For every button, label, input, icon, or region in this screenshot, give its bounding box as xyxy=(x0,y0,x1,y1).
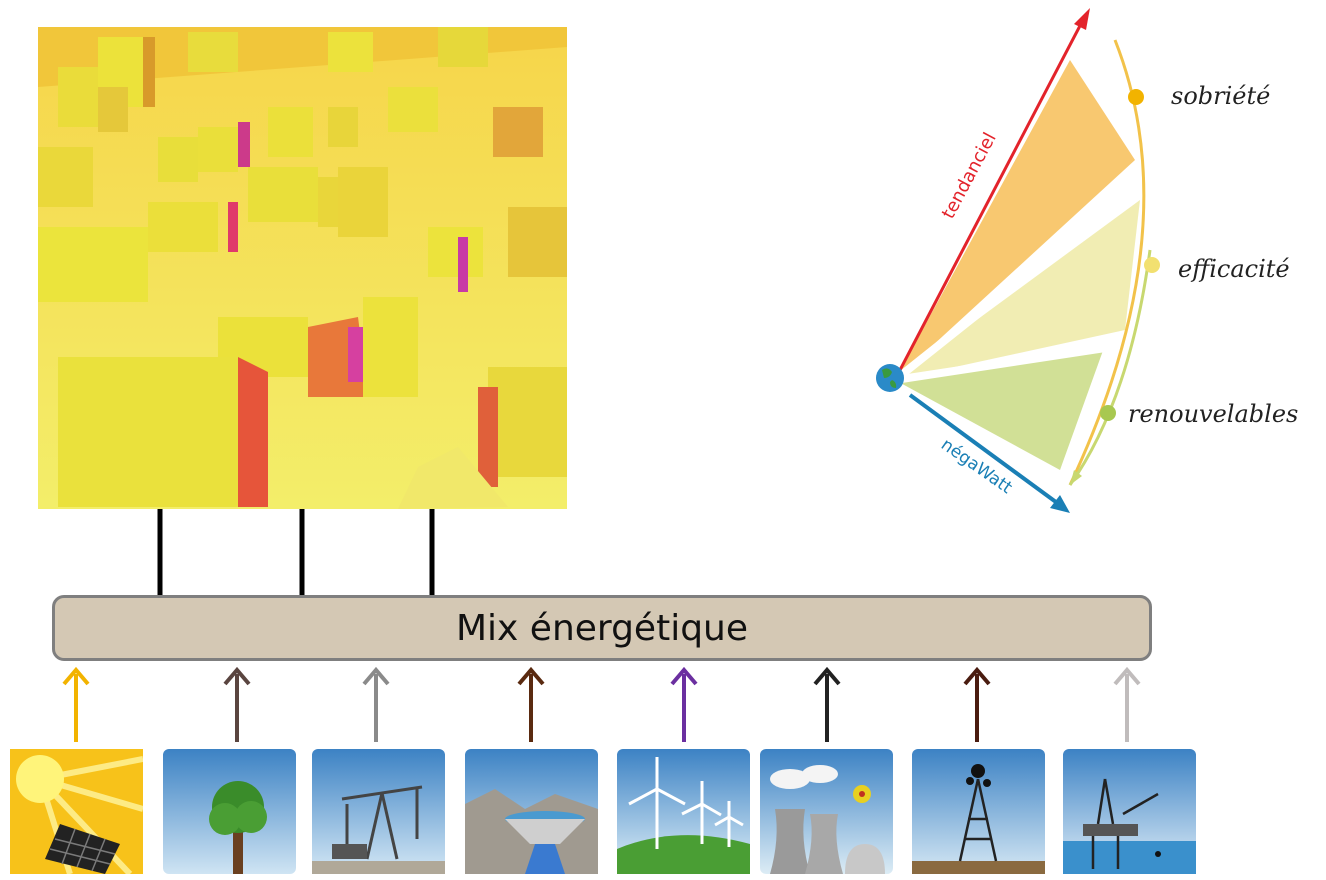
solar-panel-icon xyxy=(10,749,143,874)
up-arrow-icon xyxy=(517,666,545,742)
up-arrow-icon xyxy=(1113,666,1141,742)
up-arrow-icon xyxy=(362,666,390,742)
oil-pump-icon xyxy=(312,749,445,874)
sobriete-label: sobriété xyxy=(1171,82,1270,110)
renouvelables-dot xyxy=(1100,405,1116,421)
urban-solar-map xyxy=(38,27,567,509)
globe-icon xyxy=(876,364,904,392)
up-arrow-icon xyxy=(813,666,841,742)
negawatt-scenario-diagram: sobriété efficacité renouvelables tendan… xyxy=(876,8,1298,513)
tendanciel-arrow xyxy=(898,19,1085,371)
up-arrow-icon xyxy=(223,666,251,742)
efficacite-dot xyxy=(1144,257,1160,273)
renouvelables-wedge xyxy=(895,345,1105,470)
renouvelables-label: renouvelables xyxy=(1128,400,1298,428)
negawatt-arrow xyxy=(908,393,1062,507)
oil-well-icon xyxy=(912,749,1045,874)
sobriete-dot xyxy=(1128,89,1144,105)
biomass-tree-icon xyxy=(163,749,296,874)
energy-mix-box: Mix énergétique xyxy=(52,595,1152,661)
up-arrow-icon xyxy=(670,666,698,742)
sobriete-wedge xyxy=(895,60,1135,380)
hydro-dam-icon xyxy=(465,749,598,874)
energy-mix-label: Mix énergétique xyxy=(455,607,749,649)
nuclear-plant-icon xyxy=(760,749,893,874)
up-arrow-icon xyxy=(963,666,991,742)
wind-turbine-icon xyxy=(617,749,750,874)
offshore-platform-icon xyxy=(1063,749,1196,874)
efficacite-label: efficacité xyxy=(1178,255,1290,283)
city-buildings xyxy=(38,27,567,509)
up-arrow-icon xyxy=(62,666,90,742)
